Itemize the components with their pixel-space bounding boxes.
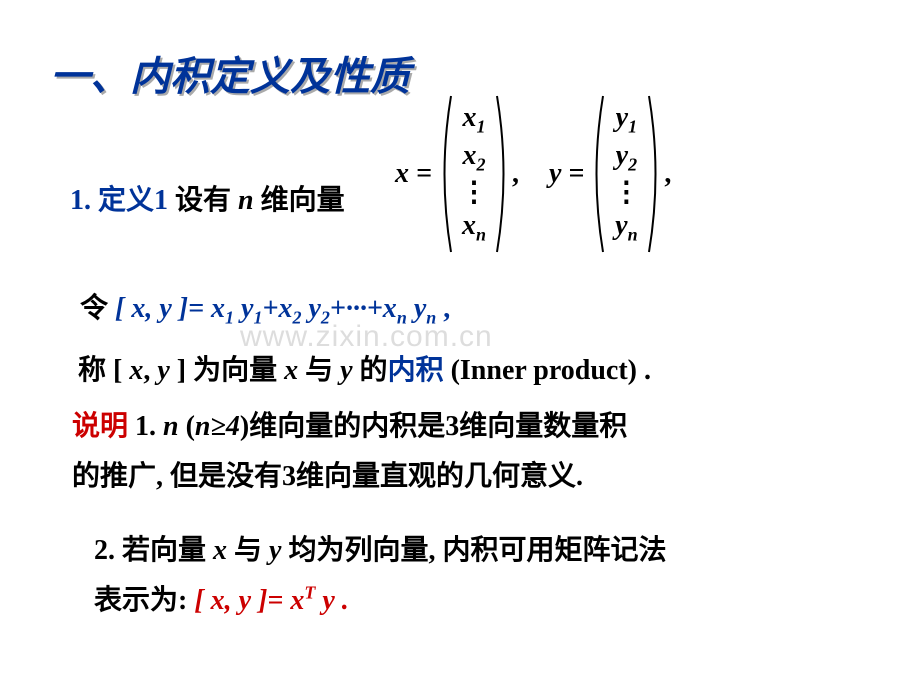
def1-number: 1. 定义1 [70, 185, 168, 216]
right-paren-x [494, 94, 512, 254]
inner-product-name: 称 [ x, y ] 为向量 x 与 y 的内积 (Inner product)… [78, 348, 651, 388]
comma2: , [664, 158, 671, 190]
let-label: 令 [80, 293, 115, 324]
note-line2: 的推广, 但是没有3维向量直观的几何意义. [72, 454, 583, 494]
y-column: y1 y2 ⋮ yn [606, 94, 646, 254]
note-label: 说明 [72, 411, 128, 442]
note-line1: 说明 1. n (n≥4)维向量的内积是3维向量数量积 [72, 404, 627, 444]
x-equals: x = [395, 158, 432, 190]
y-equals: y = [549, 158, 584, 190]
def1-n: n [238, 185, 254, 216]
right-paren-y [646, 94, 664, 254]
note2-line2: 表示为: [ x, y ]= xT y . [94, 578, 349, 618]
definition-label: 1. 定义1 设有 n 维向量 [70, 178, 345, 218]
comma1: , [512, 158, 519, 190]
left-paren-y [588, 94, 606, 254]
section-title: 一、内积定义及性质 [50, 44, 410, 102]
x-column: x1 x2 ⋮ xn [454, 94, 494, 254]
vector-definition: x = x1 x2 ⋮ xn , y = y1 y2 ⋮ yn , [395, 94, 671, 254]
def1-text-a: 设有 [175, 185, 238, 216]
formula-xy: [ x, y ]= x [115, 293, 225, 324]
def1-text-b: 维向量 [261, 185, 345, 216]
left-paren-x [436, 94, 454, 254]
note2-line1: 2. 若向量 x 与 y 均为列向量, 内积可用矩阵记法 [94, 528, 666, 568]
